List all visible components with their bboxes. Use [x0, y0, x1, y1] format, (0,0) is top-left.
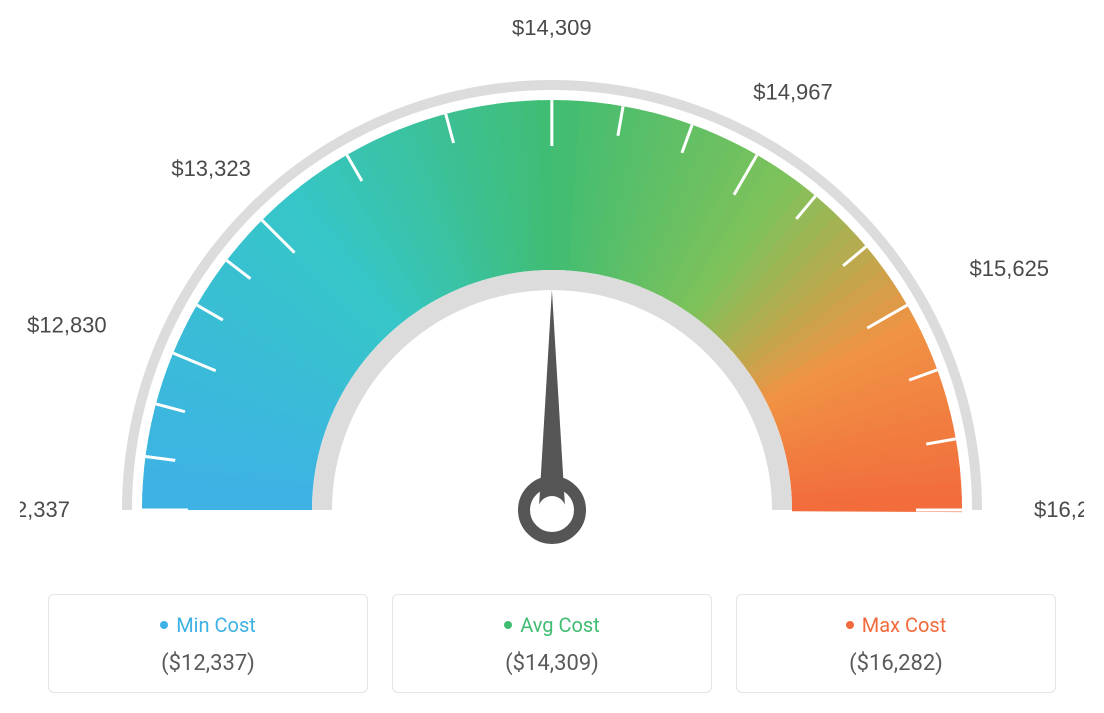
legend-value-max: ($16,282)	[747, 651, 1045, 676]
legend-row: Min Cost ($12,337) Avg Cost ($14,309) Ma…	[20, 594, 1084, 693]
legend-label-min: Min Cost	[160, 613, 256, 637]
svg-text:$15,625: $15,625	[970, 256, 1050, 281]
dot-icon	[160, 621, 168, 629]
dot-icon	[846, 621, 854, 629]
svg-text:$14,309: $14,309	[512, 20, 592, 40]
legend-label-text: Avg Cost	[520, 613, 600, 637]
legend-label-text: Max Cost	[862, 613, 947, 637]
cost-gauge: $12,337 $12,830 $13,323 $14,309 $14,967 $15,6…	[20, 20, 1084, 564]
legend-card-avg: Avg Cost ($14,309)	[392, 594, 712, 693]
svg-text:$16,282: $16,282	[1034, 497, 1084, 522]
svg-text:$12,337: $12,337	[20, 497, 70, 522]
svg-text:$14,967: $14,967	[753, 80, 833, 105]
svg-text:$12,830: $12,830	[27, 313, 107, 338]
legend-label-avg: Avg Cost	[504, 613, 600, 637]
legend-value-min: ($12,337)	[59, 651, 357, 676]
legend-value-avg: ($14,309)	[403, 651, 701, 676]
legend-card-min: Min Cost ($12,337)	[48, 594, 368, 693]
dot-icon	[504, 621, 512, 629]
legend-card-max: Max Cost ($16,282)	[736, 594, 1056, 693]
legend-label-text: Min Cost	[176, 613, 256, 637]
gauge-svg: $12,337 $12,830 $13,323 $14,309 $14,967 $15,6…	[20, 20, 1084, 560]
legend-label-max: Max Cost	[846, 613, 947, 637]
svg-text:$13,323: $13,323	[171, 156, 251, 181]
